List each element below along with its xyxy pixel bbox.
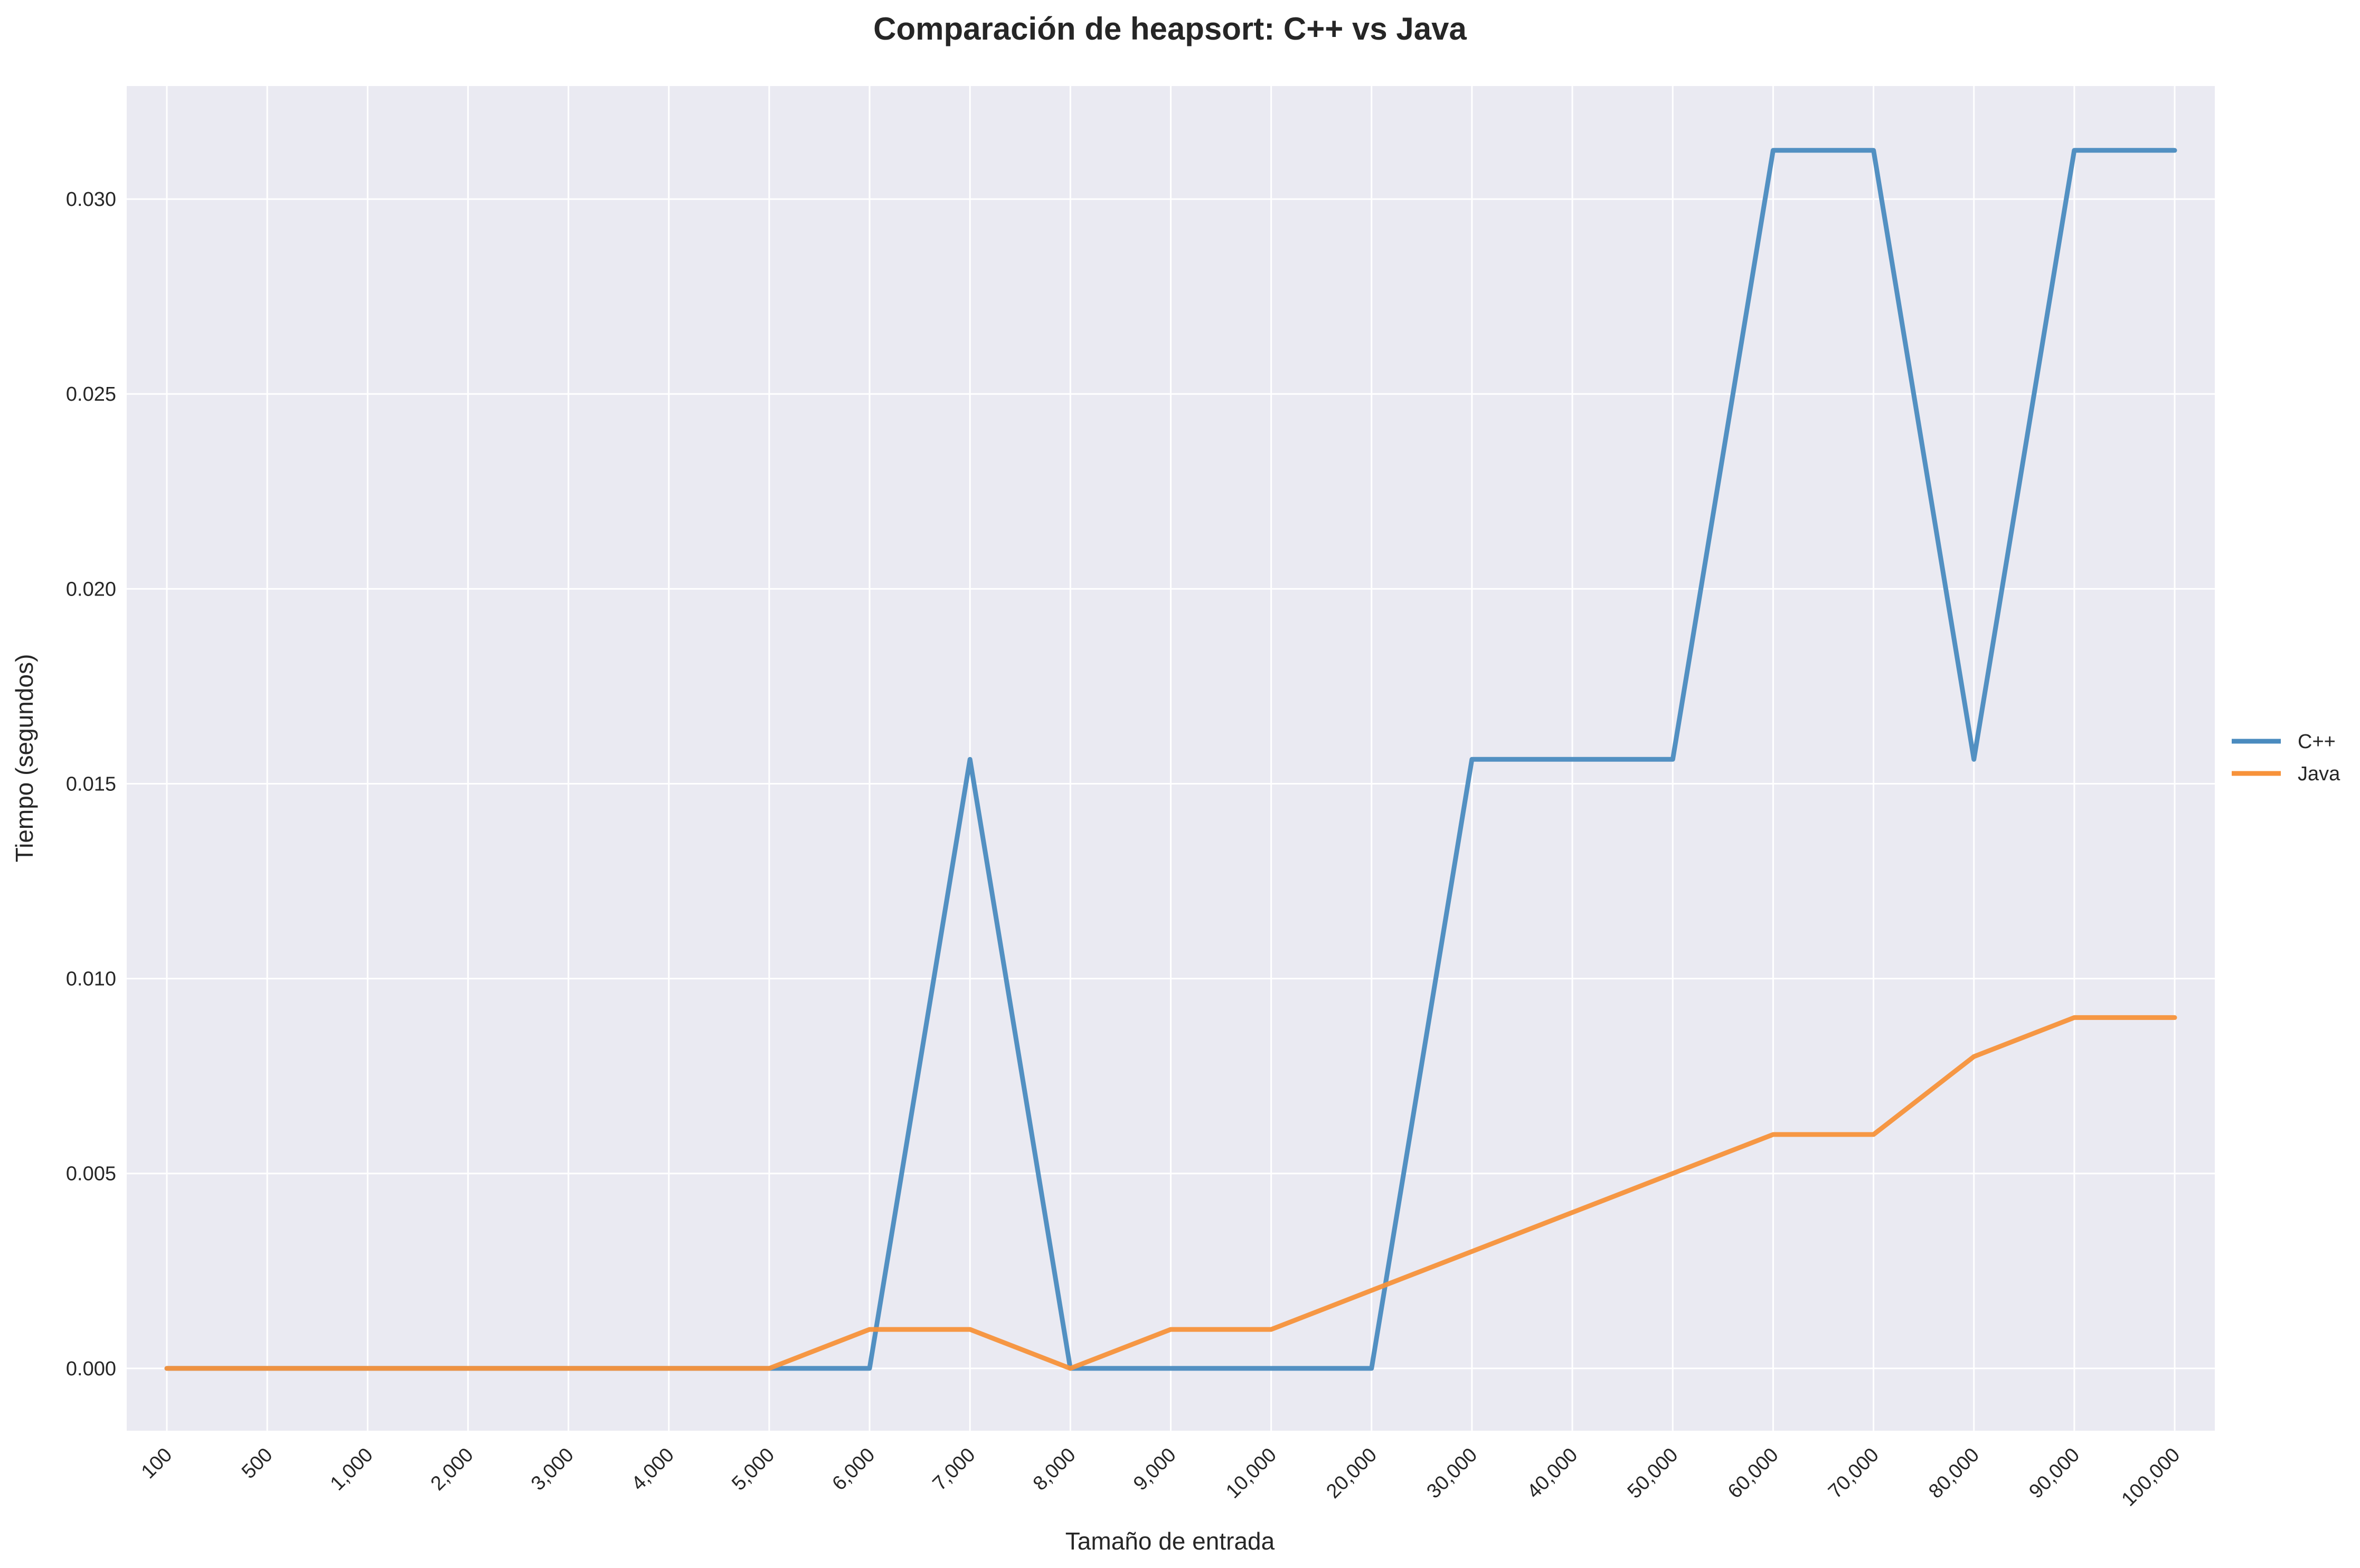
- y-tick-label: 0.020: [66, 578, 116, 600]
- series-line-java: [164, 1015, 2177, 1371]
- y-tick-label: 0.000: [66, 1358, 116, 1380]
- y-tick-label: 0.030: [66, 188, 116, 211]
- chart-title: Comparación de heapsort: C++ vs Java: [873, 11, 1467, 46]
- y-tick-labels: 0.000 0.005 0.010 0.015 0.020 0.025 0.030: [66, 188, 116, 1380]
- legend-label: C++: [2298, 731, 2336, 753]
- y-tick-label: 0.005: [66, 1163, 116, 1185]
- x-axis-label: Tamaño de entrada: [1065, 1527, 1275, 1555]
- legend: C++ Java: [2232, 731, 2340, 785]
- y-tick-label: 0.025: [66, 383, 116, 405]
- series-lines: [164, 148, 2177, 1371]
- y-tick-label: 0.010: [66, 968, 116, 990]
- y-tick-label: 0.015: [66, 773, 116, 795]
- legend-label: Java: [2298, 763, 2340, 785]
- y-axis-label: Tiempo (segundos): [11, 654, 38, 863]
- grid: [127, 86, 2215, 1431]
